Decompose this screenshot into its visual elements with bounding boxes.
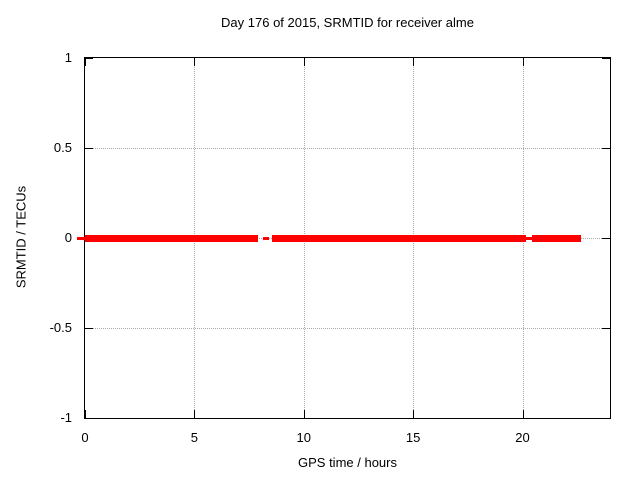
y-tick-mark-right	[602, 58, 610, 59]
y-tick-mark-right	[602, 418, 610, 419]
y-tick-label: 0.5	[53, 140, 72, 155]
y-tick-mark	[85, 58, 93, 59]
y-tick-label: 0	[64, 230, 72, 245]
x-tick-label: 5	[190, 430, 198, 445]
y-tick-label: -0.5	[49, 320, 72, 335]
x-tick-mark-top	[194, 58, 195, 66]
y-tick-mark-right	[602, 148, 610, 149]
y-tick-mark	[85, 418, 93, 419]
x-tick-mark-top	[304, 58, 305, 66]
x-tick-mark-top	[413, 58, 414, 66]
data-series-segment	[272, 235, 527, 242]
x-tick-mark	[413, 410, 414, 418]
data-series-segment	[532, 235, 582, 242]
x-tick-mark-top	[85, 58, 86, 66]
x-tick-label: 15	[405, 430, 421, 445]
y-tick-label: -1	[60, 410, 72, 425]
chart-title: Day 176 of 2015, SRMTID for receiver alm…	[221, 15, 474, 30]
x-tick-mark	[194, 410, 195, 418]
x-tick-mark	[85, 410, 86, 418]
y-tick-mark-right	[602, 238, 610, 239]
x-tick-label: 20	[515, 430, 530, 445]
data-series-segment-thin	[526, 237, 533, 240]
x-tick-label: 0	[81, 430, 89, 445]
x-tick-label: 10	[296, 430, 311, 445]
gridline-horizontal	[85, 148, 610, 149]
y-tick-mark-right	[602, 328, 610, 329]
x-tick-mark-top	[523, 58, 524, 66]
x-axis-label: GPS time / hours	[298, 455, 397, 470]
x-tick-mark	[523, 410, 524, 418]
gridline-horizontal	[85, 328, 610, 329]
y-tick-label: 1	[64, 50, 72, 65]
plot-area	[77, 57, 611, 419]
data-series-segment-thin	[262, 237, 270, 240]
data-series-segment	[85, 235, 259, 242]
x-tick-mark	[304, 410, 305, 418]
data-series-segment-thin	[77, 237, 86, 240]
y-tick-mark	[85, 148, 93, 149]
y-tick-mark	[85, 328, 93, 329]
